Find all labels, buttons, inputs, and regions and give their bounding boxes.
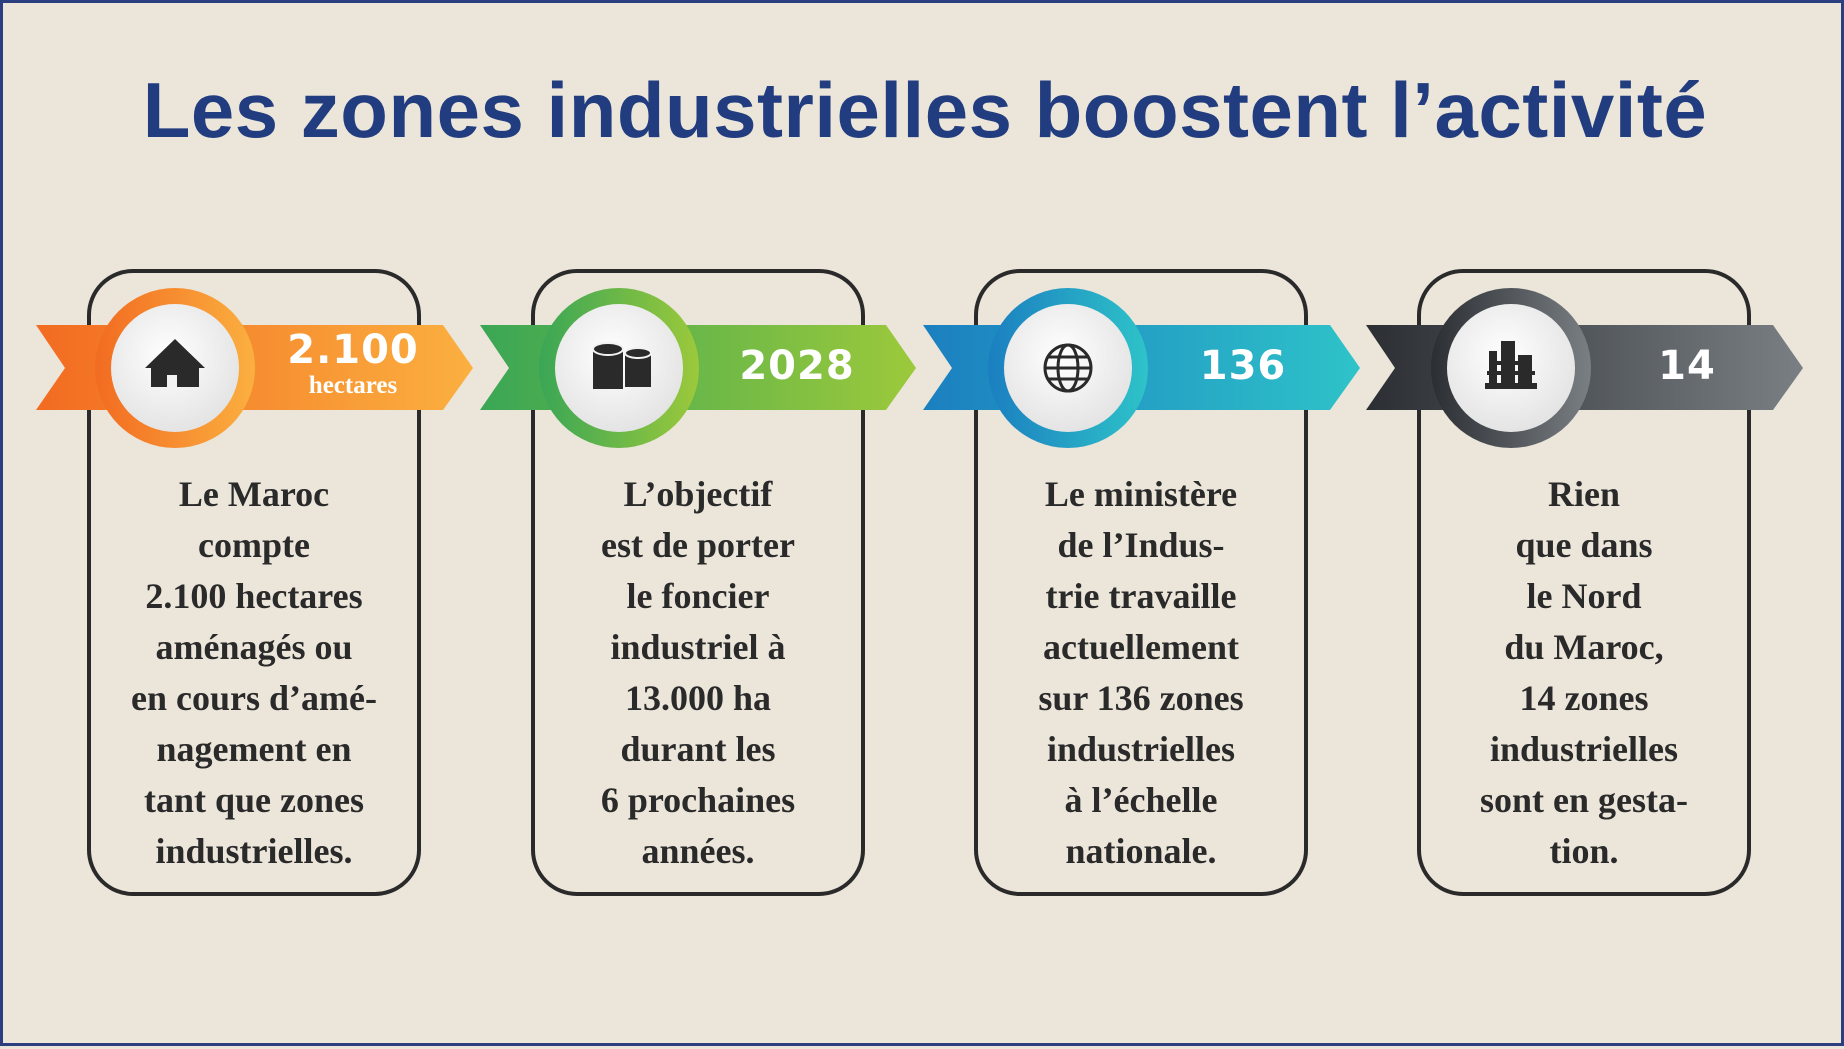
card-description: Le ministère de l’Indus- trie travaille …: [1038, 474, 1244, 871]
card-hectares: Le Maroc compte 2.100 hectares aménagés …: [87, 269, 421, 896]
ribbon-number: 2028: [739, 343, 855, 389]
page-title: Les zones industrielles boostent l’activ…: [142, 66, 1708, 154]
card-ministry: Le ministère de l’Indus- trie travaille …: [974, 269, 1308, 896]
card-north: Rien que dans le Nord du Maroc, 14 zones…: [1417, 269, 1751, 896]
card-objective: L’objectif est de porter le foncier indu…: [531, 269, 865, 896]
card-description: Rien que dans le Nord du Maroc, 14 zones…: [1480, 474, 1688, 871]
ribbon-value-objective: 2028: [707, 343, 887, 389]
ribbon-value-north: 14: [1597, 343, 1777, 389]
card-description: Le Maroc compte 2.100 hectares aménagés …: [131, 474, 377, 871]
ribbon-value-hectares: 2.100 hectares: [273, 327, 433, 399]
ribbon-unit: hectares: [308, 372, 398, 399]
ribbon-number: 14: [1658, 343, 1716, 389]
ribbon-number: 2.100: [287, 327, 419, 373]
ribbon-number: 136: [1199, 343, 1287, 389]
card-description: L’objectif est de porter le foncier indu…: [600, 474, 796, 871]
ribbon-value-ministry: 136: [1153, 343, 1333, 389]
